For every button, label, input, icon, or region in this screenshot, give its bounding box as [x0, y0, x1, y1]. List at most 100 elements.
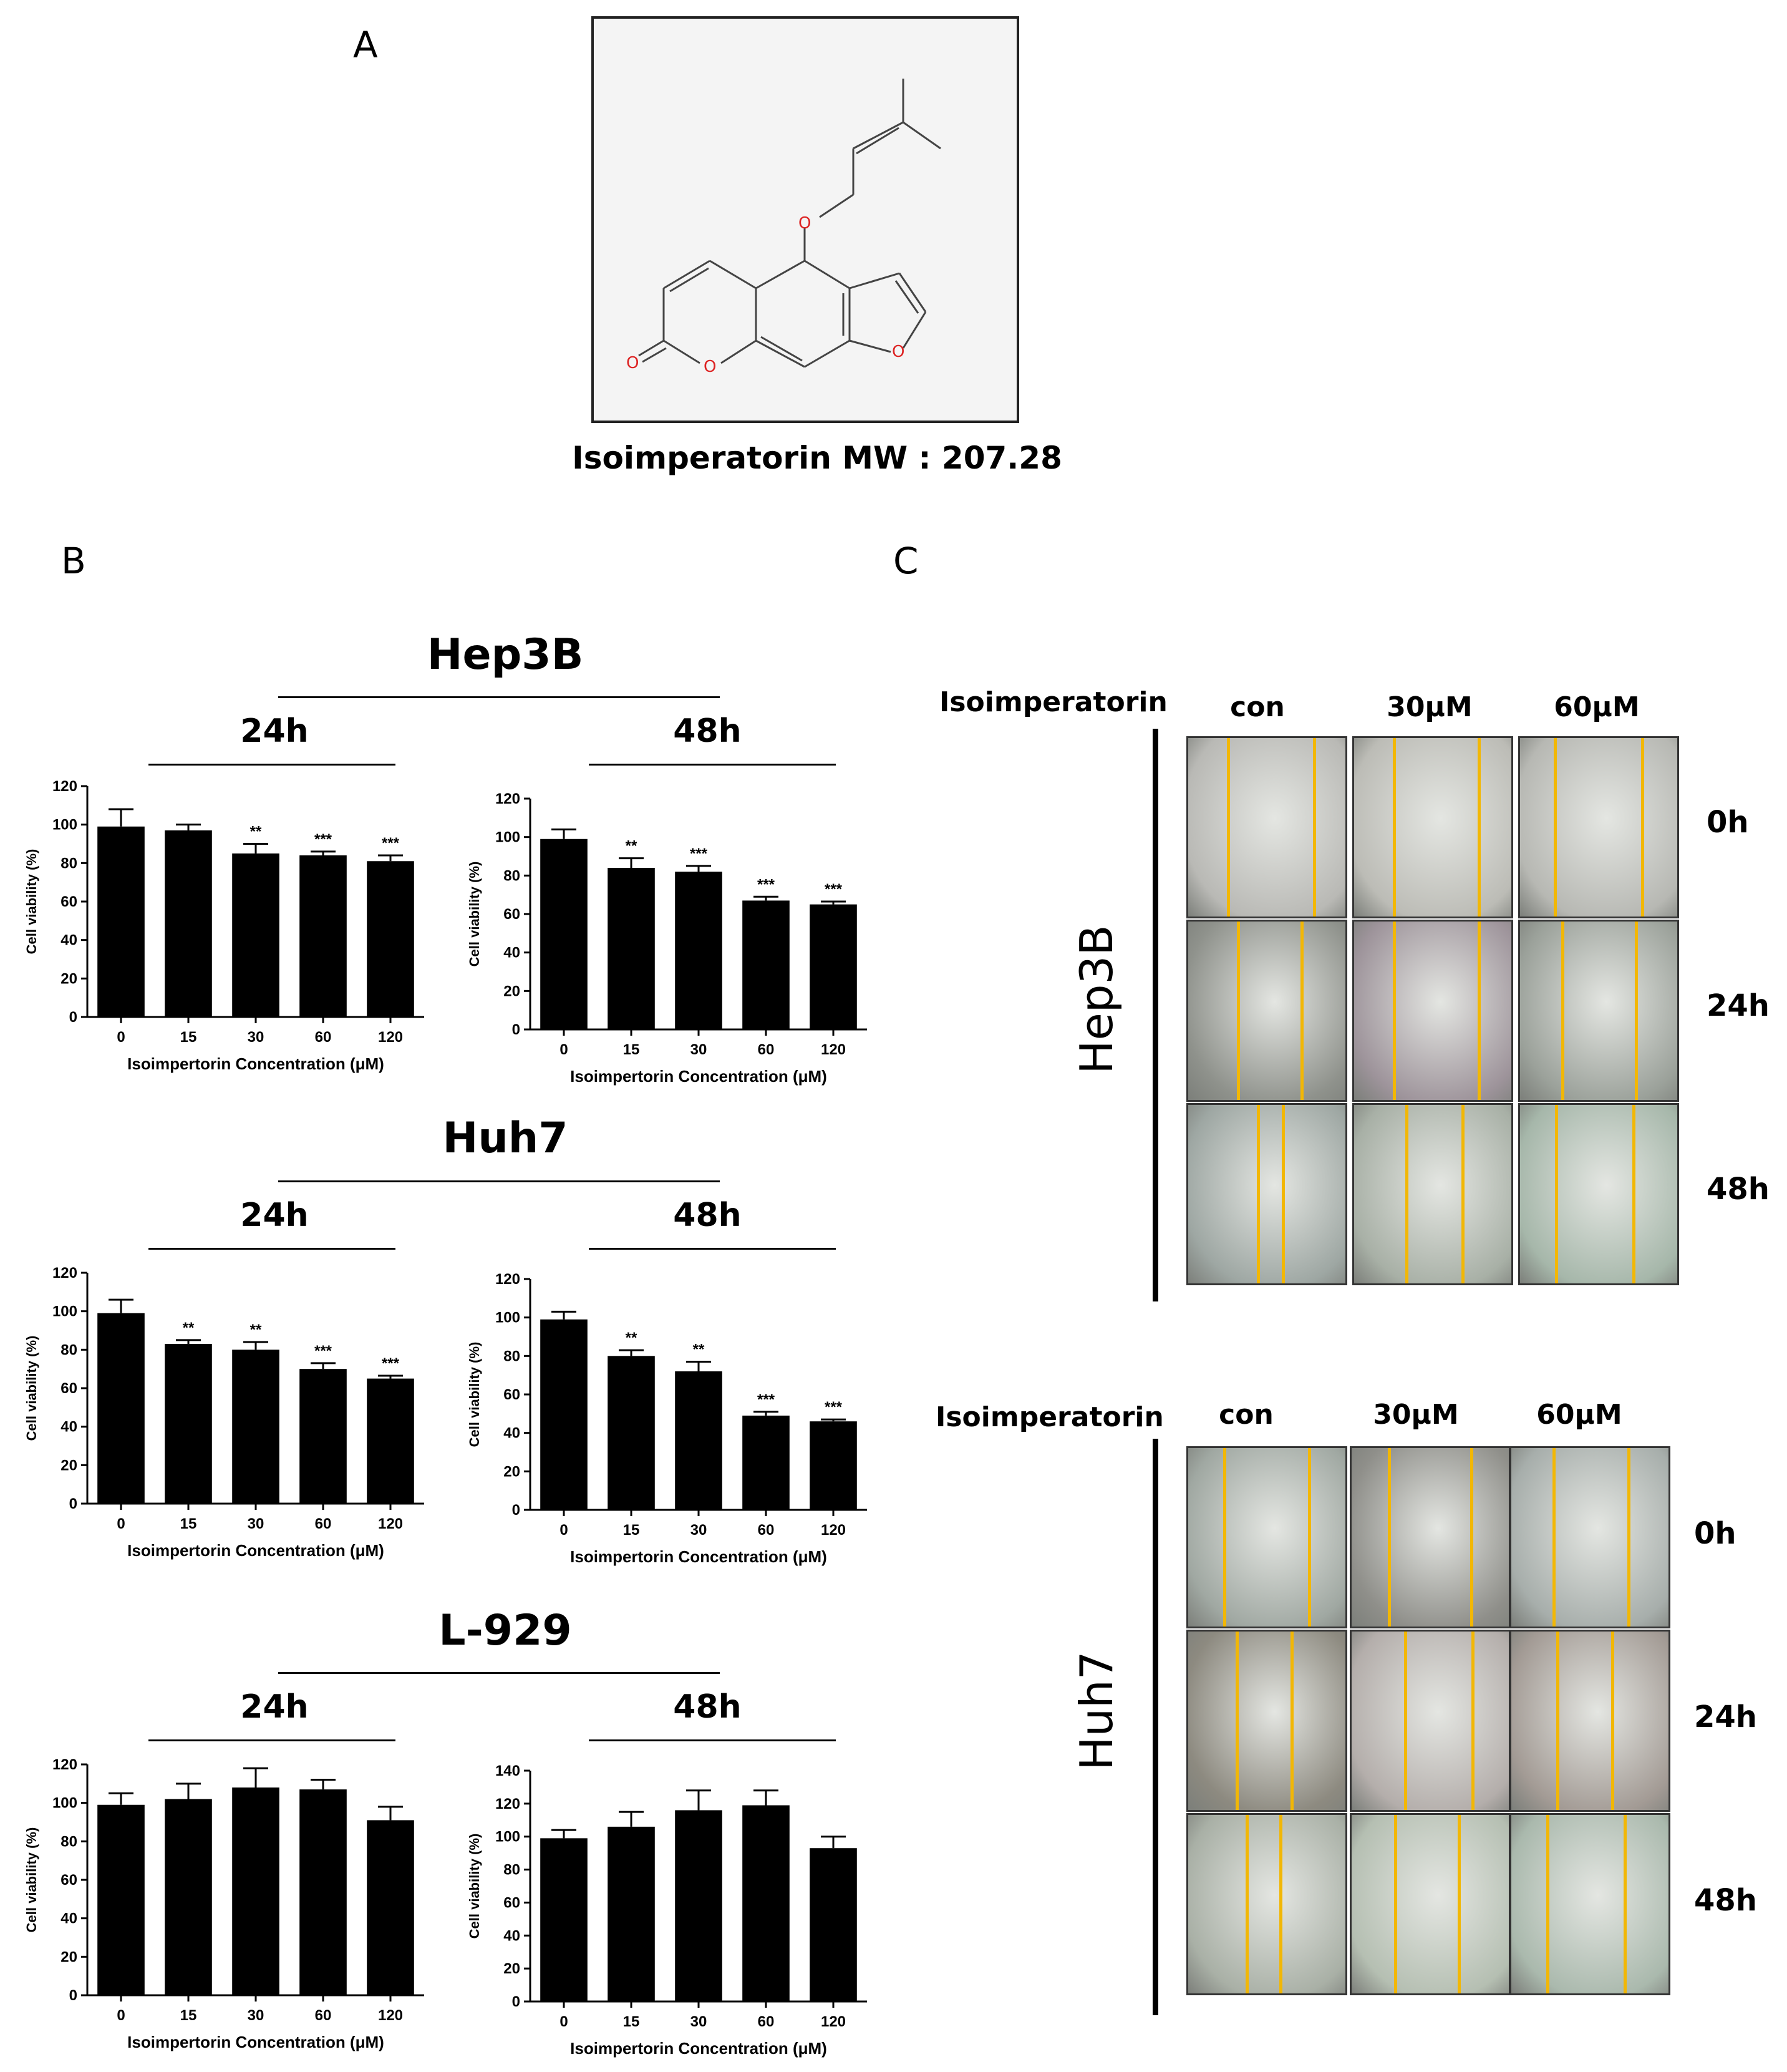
wound-edge-right: [1471, 1632, 1475, 1810]
x-axis-label: Isoimpertorin Concentration (μM): [127, 2033, 384, 2051]
y-tick-label: 0: [512, 1502, 520, 1519]
wh-image-hep3b-48h-60μM: [1518, 1103, 1679, 1285]
panel-label-b: B: [61, 540, 86, 582]
time-title-l929-24h: 24h: [240, 1688, 309, 1726]
wound-edge-left: [1405, 1105, 1408, 1283]
x-tick-label: 120: [821, 1041, 846, 1058]
time-title-huh7-24h: 24h: [240, 1197, 309, 1234]
y-tick-label: 80: [61, 1341, 77, 1358]
x-tick-label: 30: [690, 1522, 707, 1539]
x-tick-label: 0: [559, 1522, 568, 1539]
x-tick-label: 60: [758, 1041, 775, 1058]
wh-image-hep3b-48h-con: [1186, 1103, 1347, 1285]
x-tick-label: 120: [821, 2013, 846, 2030]
molecule-structure: O O O O: [591, 16, 1019, 423]
significance-label: ***: [690, 845, 708, 862]
chart-svg: 0 20 40 60 80 100 120 Cell viability (%) 0 15 ** 30…: [467, 790, 867, 1086]
wh-image-huh7-48h-con: [1186, 1813, 1347, 1995]
bar-0: [540, 1319, 588, 1510]
bar-120: [810, 1848, 857, 2001]
x-tick-label: 60: [315, 1029, 332, 1046]
x-tick-label: 60: [758, 1522, 775, 1539]
wh-image-hep3b-0h-30μM: [1352, 736, 1513, 918]
significance-label: ***: [314, 1343, 332, 1359]
bar-120: [367, 1378, 414, 1504]
y-tick-label: 80: [61, 855, 77, 872]
x-tick-label: 15: [180, 1029, 197, 1046]
bar-60: [742, 900, 790, 1029]
wound-edge-right: [1461, 1105, 1465, 1283]
wound-edge-right: [1308, 1448, 1311, 1627]
wound-edge-left: [1546, 1815, 1549, 1993]
chart-svg: 0 20 40 60 80 100 120 Cell viability (%) 0 15 30 60…: [24, 1756, 424, 2051]
time-underline-l929-48h: [589, 1739, 836, 1741]
y-tick-label: 120: [495, 1271, 520, 1288]
wh-image-huh7-0h-60μM: [1509, 1446, 1670, 1628]
x-tick-label: 0: [117, 1029, 125, 1046]
bar-30: [675, 1810, 722, 2001]
wound-edge-left: [1393, 738, 1396, 917]
group-underline-huh7: [278, 1180, 720, 1182]
wh-image-huh7-48h-60μM: [1509, 1813, 1670, 1995]
bar-15: [165, 1799, 212, 1995]
x-tick-label: 30: [248, 1029, 264, 1046]
x-tick-label: 120: [378, 2007, 403, 2024]
wh-side-label-huh7: Huh7: [1070, 1651, 1123, 1771]
y-tick-label: 120: [52, 1265, 77, 1282]
y-axis-label: Cell viability (%): [467, 1834, 482, 1939]
x-axis-label: Isoimpertorin Concentration (μM): [570, 1067, 827, 1086]
wh-image-hep3b-24h-30μM: [1352, 920, 1513, 1102]
x-tick-label: 120: [821, 1522, 846, 1539]
chart-svg: 0 20 40 60 80 100 120 Cell viability (%) 0 15 ** 30…: [467, 1271, 867, 1566]
wh-bracket-hep3b: [1153, 729, 1158, 1301]
y-tick-label: 100: [495, 829, 520, 846]
wound-edge-right: [1279, 1815, 1282, 1993]
significance-label: ***: [825, 881, 843, 898]
bar-15: [608, 1356, 655, 1510]
wh-image-huh7-0h-30μM: [1350, 1446, 1511, 1628]
significance-label: **: [693, 1341, 705, 1358]
bar-15: [608, 868, 655, 1029]
y-tick-label: 40: [61, 1419, 77, 1436]
time-underline-huh7-24h: [148, 1248, 395, 1250]
x-tick-label: 15: [623, 1041, 640, 1058]
wh-image-hep3b-0h-con: [1186, 736, 1347, 918]
wh-row-label-huh7-48h: 48h: [1694, 1883, 1757, 1918]
wound-edge-left: [1236, 1632, 1239, 1810]
bar-30: [232, 1350, 279, 1504]
wound-edge-right: [1632, 1105, 1635, 1283]
time-underline-hep3b-24h: [148, 764, 395, 766]
x-axis-label: Isoimpertorin Concentration (μM): [127, 1054, 384, 1073]
wh-col-label-huh7-30: 30μM: [1373, 1399, 1459, 1431]
bar-120: [810, 904, 857, 1029]
wh-treatment-label-hep3b: Isoimperatorin: [939, 686, 1168, 718]
chart-l929-24h: 0 20 40 60 80 100 120 Cell viability (%) 0 15 30 60…: [19, 1756, 443, 2051]
bar-0: [97, 1804, 145, 1995]
wound-edge-right: [1470, 1448, 1473, 1627]
y-tick-label: 20: [503, 1960, 520, 1977]
bar-60: [299, 1789, 347, 1995]
wound-edge-left: [1394, 1815, 1397, 1993]
y-tick-label: 60: [61, 1380, 77, 1397]
bar-0: [540, 839, 588, 1029]
x-tick-label: 0: [117, 1515, 125, 1532]
group-title-huh7: Huh7: [442, 1114, 568, 1163]
y-tick-label: 80: [61, 1833, 77, 1850]
y-tick-label: 120: [52, 1756, 77, 1773]
y-tick-label: 120: [52, 778, 77, 795]
wh-side-label-hep3b: Hep3B: [1070, 925, 1123, 1074]
wound-edge-right: [1641, 738, 1644, 917]
wh-row-label-huh7-24h: 24h: [1694, 1700, 1757, 1734]
x-tick-label: 30: [690, 2013, 707, 2030]
group-underline-hep3b: [278, 696, 720, 698]
chart-svg: 0 20 40 60 80 100 120 Cell viability (%) 0 15 ** 30…: [24, 1265, 424, 1560]
x-tick-label: 120: [378, 1029, 403, 1046]
wh-row-label-hep3b-0h: 0h: [1707, 805, 1749, 840]
bar-120: [810, 1421, 857, 1510]
time-title-hep3b-24h: 24h: [240, 713, 309, 750]
time-title-huh7-48h: 48h: [673, 1197, 742, 1234]
molecule-caption: Isoimperatorin MW : 207.28: [572, 440, 1062, 476]
y-tick-label: 100: [495, 1829, 520, 1846]
time-underline-huh7-48h: [589, 1248, 836, 1250]
significance-label: **: [626, 838, 637, 855]
